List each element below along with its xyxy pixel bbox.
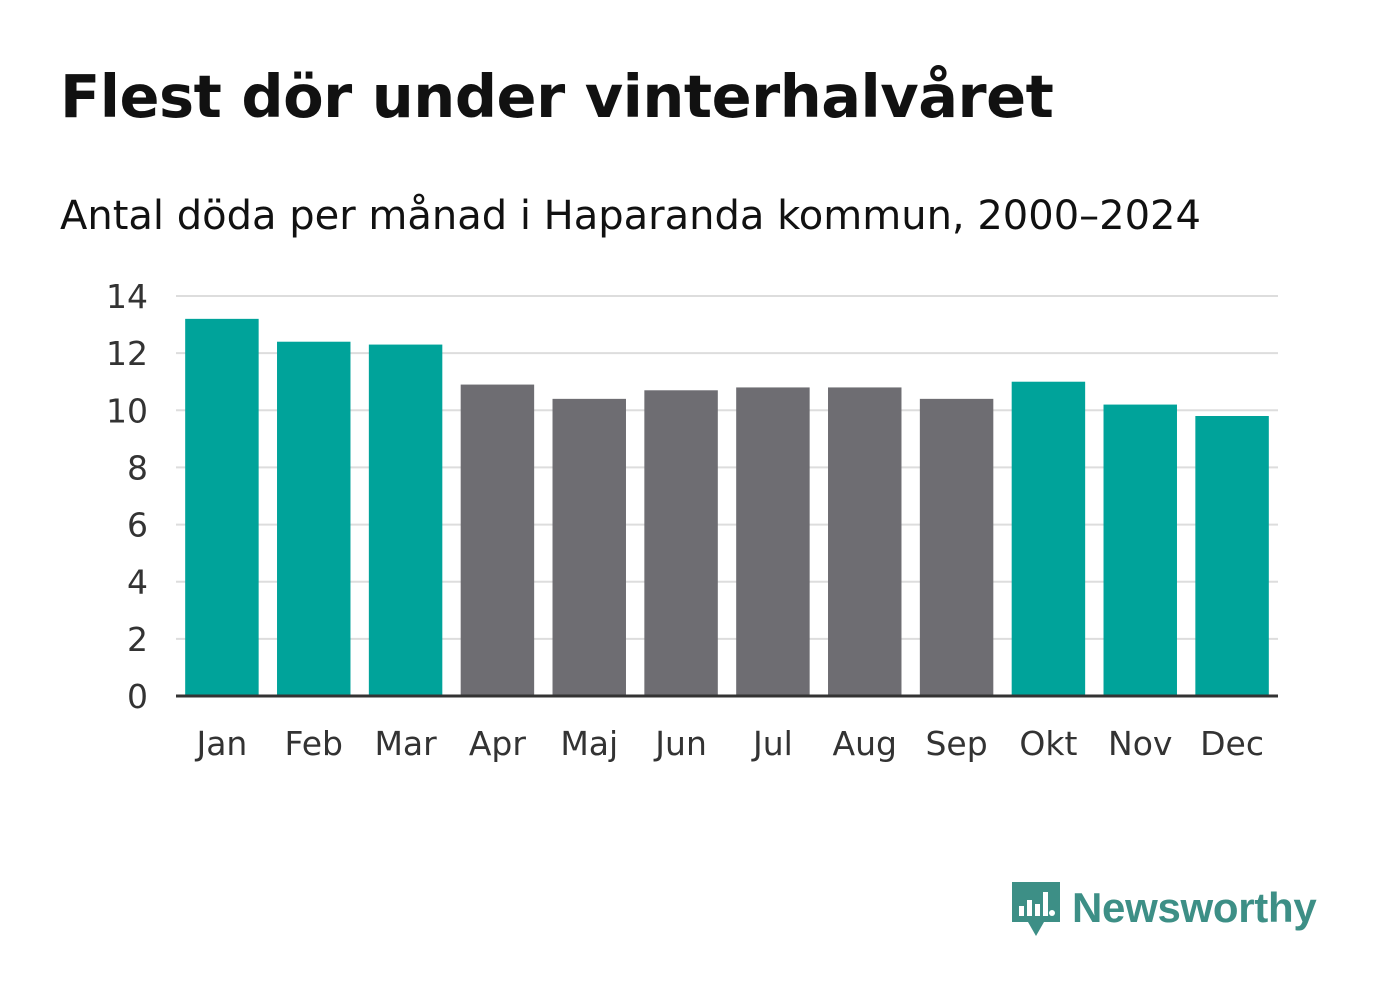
x-tick-label: Aug [833, 724, 897, 763]
bar-feb [277, 341, 351, 696]
bar-jan [185, 318, 259, 696]
y-tick-label: 2 [127, 620, 148, 659]
x-tick-label: Sep [925, 724, 987, 763]
y-tick-label: 4 [127, 563, 148, 602]
gridlines [176, 295, 1278, 640]
chart-title: Flest dör under vinterhalvåret [60, 62, 1054, 131]
bar-mar [368, 344, 443, 696]
y-tick-label: 6 [127, 506, 148, 545]
x-tick-label: Jan [194, 724, 247, 763]
bar-apr [460, 384, 535, 696]
x-tick-label: Nov [1108, 724, 1172, 763]
y-tick-label: 14 [106, 277, 148, 316]
x-tick-label: Feb [285, 724, 343, 763]
x-tick-label: Dec [1200, 724, 1264, 763]
bars [185, 318, 1269, 696]
brand-name: Newsworthy [1072, 884, 1317, 931]
brand-logo: Newsworthy [1010, 878, 1317, 938]
bar-okt [1011, 381, 1086, 696]
bar-nov [1103, 404, 1177, 696]
x-tick-label: Mar [374, 724, 437, 763]
y-tick-label: 12 [106, 334, 148, 373]
bar-chart-speech-bubble-icon [1012, 882, 1060, 936]
x-tick-label: Okt [1019, 724, 1077, 763]
bar-maj [552, 398, 626, 696]
y-tick-label: 8 [127, 448, 148, 487]
bar-aug [828, 387, 902, 696]
x-tick-label: Maj [560, 724, 618, 763]
bar-dec [1195, 416, 1269, 696]
chart-subtitle: Antal döda per månad i Haparanda kommun,… [60, 193, 1201, 239]
x-tick-label: Jun [653, 724, 707, 763]
bar-sep [919, 398, 994, 696]
y-tick-label: 0 [127, 677, 148, 716]
x-axis-ticks: Jan Feb Mar Apr Maj Jun Jul Aug Sep Okt Nov Dec [194, 724, 1264, 763]
x-tick-label: Jul [751, 724, 793, 763]
y-axis-ticks: 0 2 4 6 8 10 12 14 [106, 277, 148, 716]
x-tick-label: Apr [469, 724, 527, 763]
y-tick-label: 10 [106, 391, 148, 430]
bar-jul [736, 387, 810, 696]
bar-jun [644, 390, 718, 696]
